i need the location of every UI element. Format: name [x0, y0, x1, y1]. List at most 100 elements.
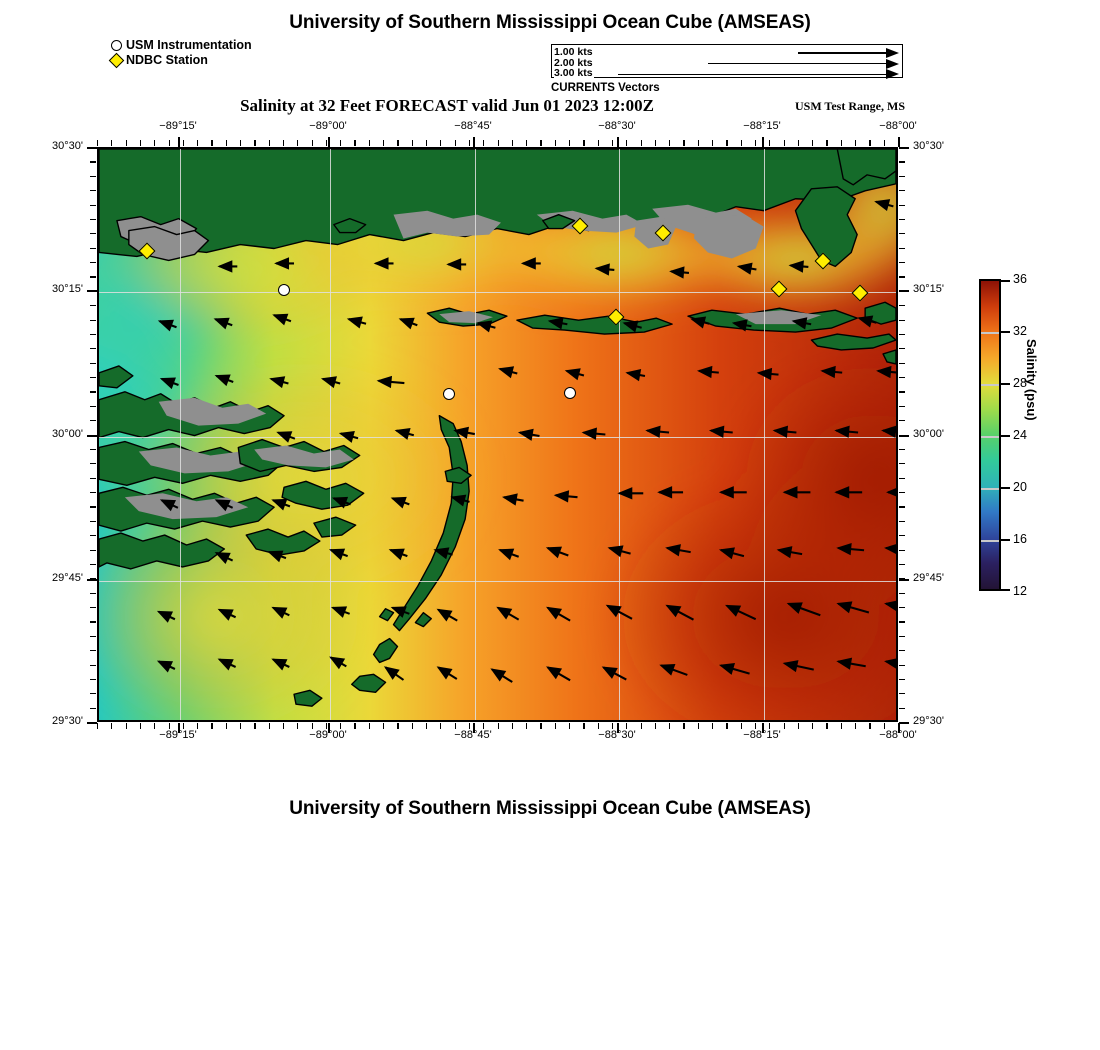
- axis-tick: [899, 635, 905, 637]
- current-vector-arrow: [725, 604, 757, 621]
- ndbc-station-marker[interactable]: [770, 280, 788, 298]
- axis-tick: [211, 723, 213, 729]
- axis-tick: [440, 723, 442, 729]
- axis-tick: [182, 723, 184, 729]
- axis-tick: [240, 723, 242, 729]
- current-vector-arrow: [450, 494, 470, 507]
- station-legend: USM Instrumentation NDBC Station: [108, 38, 252, 69]
- axis-tick: [90, 635, 96, 637]
- current-vector-arrow: [520, 257, 541, 270]
- station-markers: [99, 149, 896, 720]
- current-vector-arrow: [346, 316, 367, 329]
- longitude-label: −89°15': [159, 120, 197, 132]
- current-vector-arrow: [328, 548, 349, 561]
- current-vector-arrow: [772, 425, 797, 438]
- current-vector-arrow: [547, 317, 568, 330]
- currents-legend-arrowhead: [886, 48, 899, 59]
- current-vector-arrow: [708, 425, 733, 438]
- axis-tick: [511, 723, 513, 729]
- ndbc-station-marker[interactable]: [851, 284, 869, 302]
- axis-tick: [611, 723, 614, 729]
- ndbc-station-marker[interactable]: [654, 224, 672, 242]
- axis-tick: [97, 140, 99, 146]
- axis-tick: [282, 140, 285, 146]
- current-vector-arrow: [436, 608, 458, 622]
- ndbc-station-icon: [108, 52, 125, 69]
- axis-tick: [840, 723, 842, 729]
- colorbar-tick: [1001, 487, 1010, 489]
- axis-major-tick: [899, 435, 909, 437]
- axis-tick: [225, 140, 227, 146]
- current-vector-arrow: [874, 199, 894, 212]
- usm-instrumentation-marker[interactable]: [443, 388, 455, 400]
- usm-instrumentation-marker[interactable]: [564, 387, 576, 399]
- axis-tick: [90, 563, 96, 566]
- axis-tick: [569, 723, 571, 729]
- axis-tick: [90, 377, 96, 379]
- current-vector-arrow: [836, 657, 866, 670]
- axis-tick: [197, 723, 199, 729]
- axis-tick: [90, 147, 96, 149]
- salinity-map[interactable]: [97, 147, 898, 722]
- axis-major-tick: [87, 435, 97, 437]
- axis-tick: [139, 140, 142, 146]
- ndbc-station-marker[interactable]: [571, 217, 589, 235]
- axis-tick: [769, 140, 771, 146]
- ndbc-station-marker[interactable]: [607, 308, 625, 326]
- current-vector-arrow: [394, 427, 415, 440]
- current-vector-arrow: [857, 315, 877, 328]
- axis-tick: [111, 140, 113, 146]
- axis-tick: [754, 723, 757, 729]
- axis-tick: [90, 621, 96, 623]
- axis-tick: [783, 723, 785, 729]
- axis-tick: [899, 506, 905, 508]
- axis-tick: [899, 233, 905, 235]
- axis-tick: [90, 535, 96, 537]
- current-vector-arrow: [517, 428, 540, 441]
- longitude-label: −89°00': [309, 120, 347, 132]
- current-vector-arrow: [645, 425, 670, 438]
- axis-tick: [899, 218, 905, 221]
- axis-tick: [511, 140, 513, 146]
- axis-tick: [90, 218, 96, 221]
- axis-tick: [740, 140, 742, 146]
- axis-major-tick: [617, 723, 619, 733]
- colorbar-band-separator: [981, 384, 999, 386]
- current-vector-arrow: [659, 664, 688, 676]
- legend-item-ndbc: NDBC Station: [108, 52, 252, 69]
- axis-tick: [90, 190, 96, 192]
- gridline-vertical: [619, 149, 621, 720]
- current-vector-arrow: [836, 601, 870, 614]
- current-vector-arrow: [625, 369, 646, 382]
- colorbar-band-separator: [981, 332, 999, 334]
- axis-tick: [90, 161, 96, 163]
- current-vector-arrow: [690, 316, 710, 329]
- current-vector-arrow: [881, 425, 896, 438]
- current-vector-arrow: [718, 663, 750, 675]
- axis-tick: [899, 391, 905, 393]
- axis-tick: [899, 377, 905, 379]
- current-vector-arrow: [718, 486, 747, 499]
- axis-tick: [225, 723, 227, 729]
- current-vector-arrow: [884, 599, 896, 613]
- axis-tick: [90, 290, 96, 292]
- current-vector-arrow: [433, 547, 453, 560]
- axis-tick: [368, 140, 370, 146]
- ndbc-station-marker[interactable]: [138, 242, 156, 260]
- axis-major-tick: [87, 147, 97, 149]
- axis-tick: [640, 723, 642, 729]
- currents-vector-legend: 1.00 kts 2.00 kts 3.00 kts: [551, 44, 903, 80]
- colorbar-tick: [1001, 539, 1010, 541]
- axis-tick: [899, 161, 905, 163]
- axis-tick: [90, 607, 96, 609]
- ndbc-station-marker[interactable]: [814, 252, 832, 270]
- axis-tick: [90, 175, 96, 177]
- axis-tick: [90, 678, 96, 681]
- current-vector-arrow: [269, 376, 289, 389]
- axis-tick: [90, 664, 96, 666]
- current-vector-arrow: [836, 542, 865, 556]
- current-vector-arrow: [272, 313, 292, 326]
- axis-tick: [297, 723, 299, 729]
- usm-instrumentation-marker[interactable]: [278, 284, 290, 296]
- current-vector-arrow: [159, 377, 179, 390]
